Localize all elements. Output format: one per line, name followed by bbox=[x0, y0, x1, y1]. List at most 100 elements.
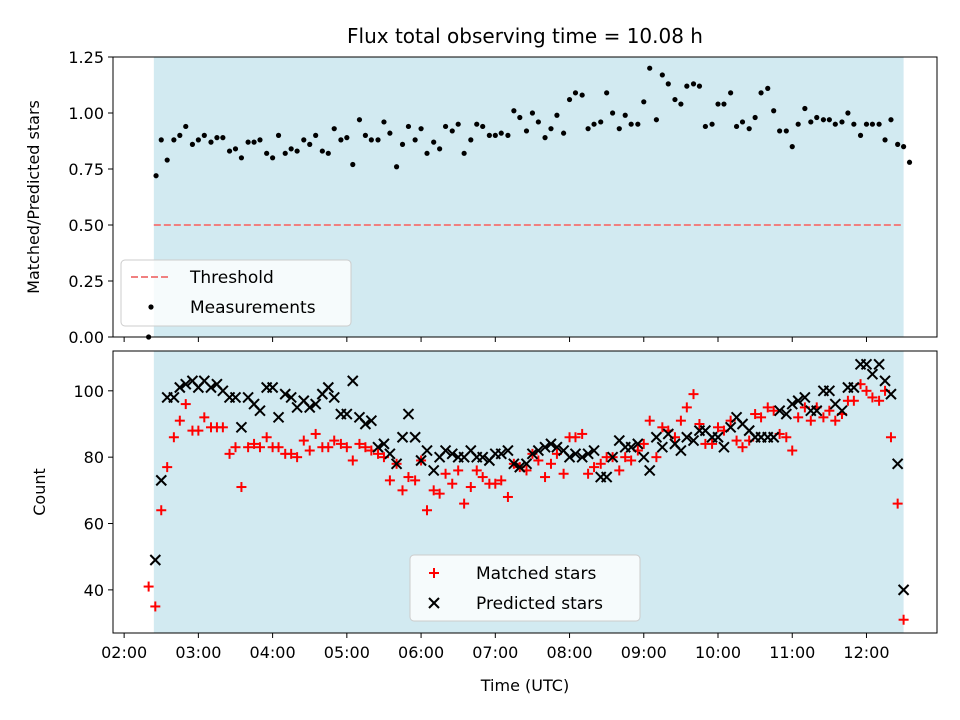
measurement-point bbox=[190, 142, 195, 147]
ratio-y-axis-label: Matched/Predicted stars bbox=[24, 100, 43, 294]
legend-threshold-label: Threshold bbox=[189, 268, 274, 288]
measurement-point bbox=[753, 115, 758, 120]
panel-ratio: 0.000.250.500.751.001.25 Flux total obse… bbox=[24, 24, 937, 347]
measurement-point bbox=[196, 137, 201, 142]
measurement-point bbox=[758, 90, 763, 95]
measurement-point bbox=[629, 122, 634, 127]
measurement-point bbox=[480, 124, 485, 129]
x-tick-label: 02:00 bbox=[101, 643, 147, 662]
measurement-point bbox=[617, 126, 622, 131]
y-tick-label: 0.75 bbox=[68, 160, 104, 179]
measurement-point bbox=[734, 124, 739, 129]
measurement-point bbox=[870, 122, 875, 127]
measurement-point bbox=[350, 162, 355, 167]
measurement-point bbox=[220, 135, 225, 140]
measurement-point bbox=[821, 117, 826, 122]
measurement-point bbox=[406, 124, 411, 129]
measurement-point bbox=[177, 133, 182, 138]
measurement-point bbox=[246, 140, 251, 145]
measurement-point bbox=[876, 122, 881, 127]
measurement-point bbox=[765, 86, 770, 91]
measurement-point bbox=[264, 151, 269, 156]
measurement-point bbox=[276, 133, 281, 138]
measurement-point bbox=[363, 133, 368, 138]
measurement-point bbox=[784, 128, 789, 133]
measurement-point bbox=[561, 131, 566, 136]
measurement-point bbox=[654, 117, 659, 122]
legend-measurements-swatch bbox=[148, 304, 153, 309]
measurement-point bbox=[487, 133, 492, 138]
y-tick-label: 0.25 bbox=[68, 272, 104, 291]
measurement-point bbox=[387, 131, 392, 136]
measurement-point bbox=[227, 148, 232, 153]
count-y-axis-label: Count bbox=[30, 468, 49, 516]
measurement-point bbox=[833, 122, 838, 127]
measurement-point bbox=[511, 108, 516, 113]
measurement-point bbox=[851, 122, 856, 127]
measurement-point bbox=[344, 135, 349, 140]
measurement-point bbox=[474, 122, 479, 127]
measurement-point bbox=[530, 110, 535, 115]
measurement-point bbox=[400, 142, 405, 147]
x-tick-label: 07:00 bbox=[472, 643, 518, 662]
measurement-point bbox=[381, 119, 386, 124]
measurement-point bbox=[771, 108, 776, 113]
measurement-point bbox=[369, 137, 374, 142]
measurement-point bbox=[542, 135, 547, 140]
measurement-point bbox=[827, 117, 832, 122]
measurement-point bbox=[623, 113, 628, 118]
measurement-point bbox=[573, 90, 578, 95]
measurement-point bbox=[839, 119, 844, 124]
measurement-point bbox=[845, 110, 850, 115]
measurement-point bbox=[443, 124, 448, 129]
measurement-point bbox=[666, 81, 671, 86]
measurement-point bbox=[684, 84, 689, 89]
measurement-point bbox=[554, 113, 559, 118]
measurement-point bbox=[635, 122, 640, 127]
x-tick-label: 03:00 bbox=[175, 643, 221, 662]
measurement-point bbox=[424, 151, 429, 156]
measurement-point bbox=[641, 99, 646, 104]
measurement-point bbox=[888, 117, 893, 122]
y-tick-label: 1.00 bbox=[68, 104, 104, 123]
measurement-point bbox=[858, 133, 863, 138]
measurement-point bbox=[907, 160, 912, 165]
x-tick-label: 08:00 bbox=[546, 643, 592, 662]
measurement-point bbox=[747, 126, 752, 131]
y-tick-label: 1.25 bbox=[68, 48, 104, 67]
measurement-point bbox=[790, 144, 795, 149]
legend-measurements-label: Measurements bbox=[190, 298, 316, 318]
measurement-point bbox=[289, 146, 294, 151]
measurement-point bbox=[580, 92, 585, 97]
measurement-point bbox=[777, 128, 782, 133]
measurement-point bbox=[431, 140, 436, 145]
chart-title: Flux total observing time = 10.08 h bbox=[347, 24, 703, 48]
measurement-point bbox=[802, 106, 807, 111]
x-tick-label: 04:00 bbox=[250, 643, 296, 662]
measurement-point bbox=[721, 101, 726, 106]
measurement-point bbox=[437, 146, 442, 151]
measurement-point bbox=[251, 140, 256, 145]
measurement-point bbox=[524, 128, 529, 133]
measurement-point bbox=[394, 164, 399, 169]
x-tick-label: 09:00 bbox=[621, 643, 667, 662]
x-tick-label: 10:00 bbox=[695, 643, 741, 662]
measurement-point bbox=[678, 101, 683, 106]
y-tick-label: 0.00 bbox=[68, 328, 104, 347]
measurement-point bbox=[214, 135, 219, 140]
ratio-legend: Threshold Measurements bbox=[121, 260, 351, 326]
y-tick-label: 60 bbox=[84, 515, 104, 534]
measurement-point bbox=[536, 119, 541, 124]
legend-predicted-label: Predicted stars bbox=[476, 594, 603, 614]
measurement-point bbox=[703, 124, 708, 129]
x-tick-label: 11:00 bbox=[769, 643, 815, 662]
measurement-point bbox=[672, 97, 677, 102]
measurement-point bbox=[313, 133, 318, 138]
measurement-point bbox=[153, 173, 158, 178]
measurement-point bbox=[450, 128, 455, 133]
y-tick-label: 40 bbox=[84, 581, 104, 600]
measurement-point bbox=[202, 133, 207, 138]
measurement-point bbox=[567, 97, 572, 102]
measurement-point bbox=[418, 126, 423, 131]
time-x-axis-label: Time (UTC) bbox=[480, 676, 569, 695]
